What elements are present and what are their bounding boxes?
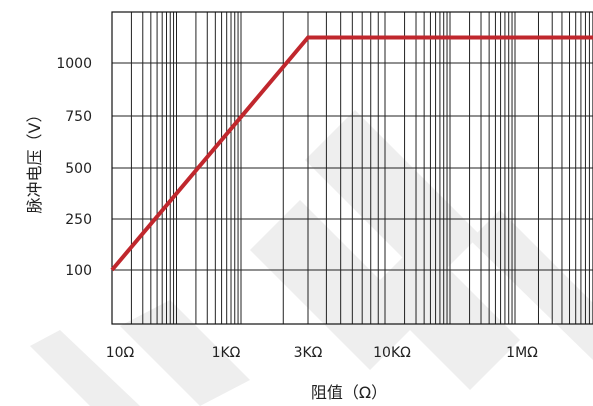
y-tick-label: 250: [65, 212, 92, 228]
x-tick-label: 10KΩ: [373, 345, 411, 361]
watermark-shape: [30, 330, 140, 406]
x-tick-label: 1MΩ: [506, 345, 538, 361]
y-axis-label: 脉冲电压（V）: [25, 107, 44, 214]
y-tick-label: 100: [65, 263, 92, 279]
y-tick-label: 1000: [56, 56, 92, 72]
x-tick-label: 10Ω: [106, 345, 135, 361]
x-tick-label: 1KΩ: [212, 345, 241, 361]
watermark-shape: [120, 300, 250, 406]
y-tick-label: 750: [65, 109, 92, 125]
y-tick-labels: 100 250 500 750 1000: [56, 56, 92, 279]
series-line: [110, 35, 593, 272]
x-tick-labels: 10Ω 1KΩ 3KΩ 10KΩ 1MΩ: [106, 345, 538, 361]
watermark-shape: [250, 200, 420, 370]
watermark-shape: [305, 110, 480, 285]
series-layer: [110, 35, 593, 272]
plot-frame: [111, 11, 593, 325]
watermark-shape: [370, 240, 520, 390]
y-tick-label: 500: [65, 161, 92, 177]
x-axis-label: 阻值（Ω）: [311, 383, 387, 402]
grid: [112, 12, 593, 324]
x-tick-label: 3KΩ: [294, 345, 323, 361]
